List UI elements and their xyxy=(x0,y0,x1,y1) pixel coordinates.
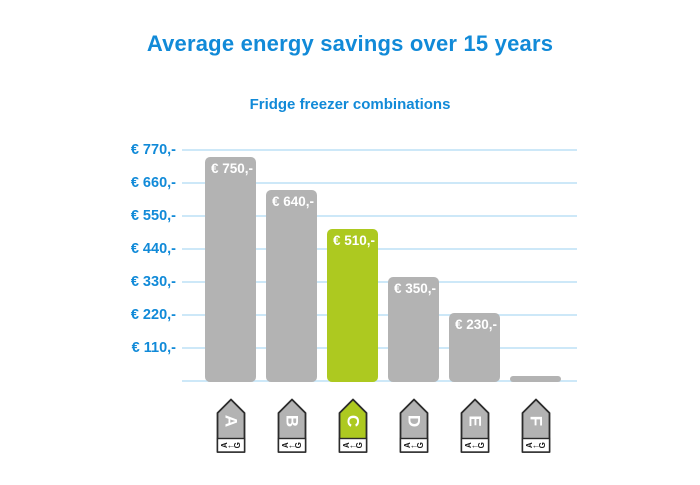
tag-scale-strip xyxy=(521,437,550,453)
bar-value-label: € 750,- xyxy=(211,161,254,176)
tag-scale-strip xyxy=(277,437,306,453)
scale-worst-letter: G xyxy=(416,442,425,448)
tag-scale-strip xyxy=(460,437,489,453)
scale-best-letter: A xyxy=(403,442,412,448)
gridline xyxy=(182,314,577,316)
scale-worst-letter: G xyxy=(355,442,364,448)
rating-letter: E xyxy=(465,415,484,426)
bar-value-label: € 350,- xyxy=(394,281,437,296)
rating-letter: F xyxy=(526,416,545,426)
energy-rating-tag-e: E A←G xyxy=(460,398,489,453)
energy-rating-tag-c: C A←G xyxy=(338,398,367,453)
rating-letter: A xyxy=(221,415,240,427)
gridline xyxy=(182,215,577,217)
x-axis-energy-rating-tags: A A ← G B A ← G C A ← G D A ← G E A ← G F A ← G xyxy=(182,397,577,457)
a-to-g-arrow-icon: ← xyxy=(226,440,235,450)
scale-best-letter: A xyxy=(342,442,351,448)
a-to-g-arrow-icon: ← xyxy=(287,440,296,450)
bar-value-label: € 230,- xyxy=(455,317,498,332)
rating-letter: B xyxy=(282,415,301,427)
rating-letter: D xyxy=(404,415,423,427)
scale-best-letter: A xyxy=(525,442,534,448)
gridline xyxy=(182,347,577,349)
scale-worst-letter: G xyxy=(538,442,547,448)
a-to-g-arrow-icon: ← xyxy=(348,440,357,450)
energy-rating-tag-a: AA←G xyxy=(216,398,245,453)
chart-subtitle: Fridge freezer combinations xyxy=(249,96,451,113)
bar-e: € 230,- xyxy=(449,313,500,382)
chart-title: Average energy savings over 15 years xyxy=(146,31,554,56)
scale-worst-letter: G xyxy=(294,442,303,448)
energy-rating-tag-d: D A←G xyxy=(399,398,428,453)
y-axis-tick-label: € 440,- xyxy=(130,241,176,257)
tag-scale-strip xyxy=(216,437,245,453)
rating-letter: C xyxy=(343,415,362,427)
energy-rating-tag-b: B A←G xyxy=(277,398,306,453)
scale-best-letter: A xyxy=(281,442,290,448)
tag-scale-strip xyxy=(399,437,428,453)
scale-worst-letter: G xyxy=(477,442,486,448)
tag-scale-strip xyxy=(338,437,367,453)
energy-rating-tag-f: F A←G xyxy=(521,398,550,453)
gridline xyxy=(182,182,577,184)
scale-best-letter: A xyxy=(464,442,473,448)
scale-worst-letter: G xyxy=(233,442,242,448)
scale-best-letter: A xyxy=(220,442,229,448)
y-axis-tick-label: € 220,- xyxy=(130,307,176,323)
y-axis: € 770,- € 660,- € 550,- € 440,- € 330,- € 220… xyxy=(0,142,176,381)
bar-f xyxy=(510,376,561,382)
bar-value-label: € 640,- xyxy=(272,194,315,209)
a-to-g-arrow-icon: ← xyxy=(470,440,479,450)
bar-a: € 750,- xyxy=(205,157,256,382)
y-axis-tick-label: € 330,- xyxy=(130,274,176,290)
gridline xyxy=(182,248,577,250)
a-to-g-arrow-icon: ← xyxy=(531,440,540,450)
y-axis-tick-label: € 550,- xyxy=(130,208,176,224)
bar-b: € 640,- xyxy=(266,190,317,382)
bar-c: € 510,- xyxy=(327,229,378,382)
gridline xyxy=(182,149,577,151)
a-to-g-arrow-icon: ← xyxy=(409,440,418,450)
bar-d: € 350,- xyxy=(388,277,439,382)
y-axis-tick-label: € 770,- xyxy=(130,142,176,158)
gridline xyxy=(182,281,577,283)
plot-area: € 750,- € 640,- € 510,- € 350,- € 230,- xyxy=(182,149,577,382)
y-axis-tick-label: € 110,- xyxy=(131,340,176,356)
bar-value-label: € 510,- xyxy=(333,233,376,248)
gridline xyxy=(182,380,577,382)
y-axis-tick-label: € 660,- xyxy=(130,175,176,191)
